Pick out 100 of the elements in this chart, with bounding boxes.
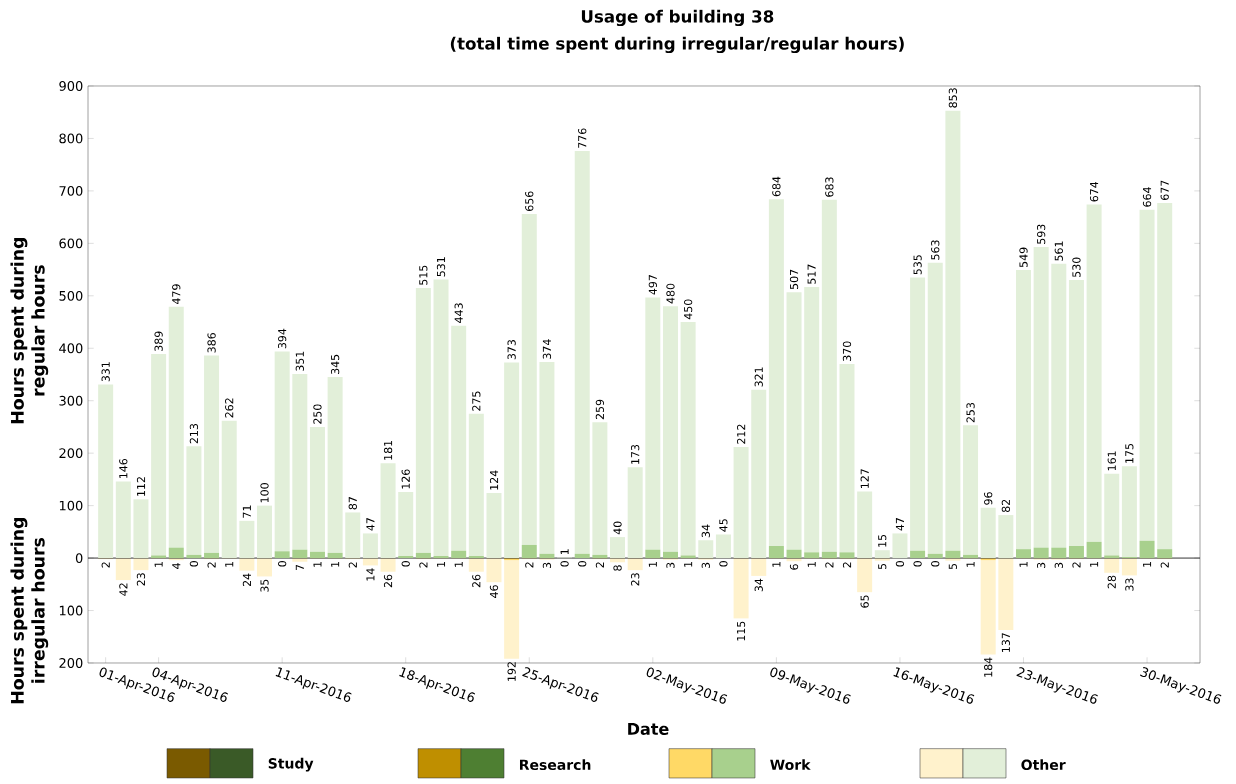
annotation: 345: [330, 354, 340, 375]
annotation: 1: [648, 561, 657, 567]
annotation: 1: [1019, 561, 1028, 567]
annotation: 1: [560, 549, 569, 555]
annotation: 23: [631, 573, 640, 586]
annotation: 331: [101, 362, 110, 382]
annotation: 124: [489, 470, 499, 490]
annotation: 677: [1160, 180, 1169, 200]
y-tick-label: 600: [59, 238, 83, 249]
y-tick-label: 100: [59, 500, 83, 511]
annotation: 46: [489, 585, 499, 598]
annotation: 14: [366, 568, 375, 581]
annotation: 531: [436, 257, 446, 277]
annotation: 0: [560, 561, 569, 567]
annotation: 1: [684, 561, 693, 567]
y-tick-label: 500: [59, 290, 83, 301]
annotation: 137: [1001, 633, 1010, 652]
annotation: 684: [772, 176, 781, 197]
y-tick-label: 900: [59, 81, 83, 91]
annotation: 2: [525, 562, 534, 568]
annotation: 34: [701, 524, 710, 538]
annotation: 373: [507, 340, 516, 360]
annotation: 321: [754, 367, 763, 387]
legend-label: Study: [268, 757, 314, 772]
annotation: 262: [225, 398, 234, 418]
annotation: 563: [931, 240, 940, 260]
x-axis-title: Date: [628, 723, 669, 735]
annotation: 535: [913, 255, 922, 275]
annotation: 1: [331, 561, 340, 567]
annotation: 115: [737, 621, 746, 641]
annotation: 1: [807, 561, 816, 567]
annotation: 23: [136, 573, 146, 586]
annotation: 386: [207, 333, 216, 353]
annotation: 1: [454, 561, 463, 567]
annotation: 1: [966, 561, 975, 567]
annotation: 2: [101, 562, 110, 568]
annotation: 250: [313, 404, 322, 424]
annotation: 126: [401, 469, 410, 489]
annotation: 33: [1125, 578, 1134, 591]
annotation: 42: [119, 583, 128, 596]
annotation: 443: [454, 303, 463, 323]
annotation: 47: [366, 518, 375, 531]
annotation: 4: [172, 563, 181, 569]
annotation: 1: [225, 561, 234, 567]
annotation: 184: [984, 657, 993, 677]
annotation: 161: [1107, 451, 1116, 471]
annotation: 0: [895, 561, 905, 567]
annotation: 7: [295, 564, 304, 571]
annotation: 87: [348, 497, 357, 510]
annotation: 1: [1090, 561, 1099, 567]
annotation: 664: [1142, 187, 1152, 207]
annotation: 2: [348, 562, 357, 568]
annotation: 146: [119, 458, 128, 479]
annotation: 1: [154, 561, 163, 567]
annotation: 253: [966, 402, 975, 423]
annotation: 28: [1107, 575, 1116, 589]
annotation: 2: [419, 562, 428, 568]
annotation: 2: [207, 562, 216, 568]
y-tick-label: 100: [59, 605, 83, 616]
annotation: 450: [683, 299, 693, 320]
annotation: 1: [772, 561, 781, 567]
annotation: 480: [666, 283, 675, 304]
annotation: 2: [825, 562, 834, 568]
annotation: 2: [595, 562, 604, 568]
annotation: 3: [701, 562, 710, 569]
y-tick-label: 800: [59, 133, 83, 144]
annotation: 173: [631, 444, 640, 464]
annotation: 776: [578, 128, 587, 148]
annotation: 853: [948, 88, 958, 108]
legend-label: Other: [1021, 759, 1066, 771]
annotation: 389: [154, 331, 163, 351]
annotation: 683: [825, 177, 834, 197]
annotation: 1: [437, 561, 446, 567]
annotation: 96: [984, 492, 993, 505]
annotation: 26: [472, 574, 481, 588]
annotation: 6: [789, 564, 799, 570]
legend-label: Work: [770, 759, 811, 771]
annotation: 192: [507, 662, 516, 681]
annotation: 40: [613, 521, 622, 535]
annotation: 212: [737, 424, 746, 444]
y-tick-label: 0: [75, 553, 83, 563]
annotation: 1: [1143, 561, 1152, 567]
annotation: 394: [278, 328, 287, 349]
annotation: 0: [578, 561, 587, 567]
annotation: 2: [1160, 562, 1169, 568]
annotation: 175: [1125, 443, 1134, 463]
annotation: 3: [666, 562, 675, 569]
annotation: 65: [860, 595, 869, 608]
text: Hours spent during irregular hours: [10, 517, 49, 704]
annotation: 1: [313, 561, 322, 567]
annotation: 275: [472, 391, 481, 411]
annotation: 8: [613, 565, 622, 571]
annotation: 3: [542, 562, 552, 569]
chart-title: Usage of building 38: [581, 9, 774, 27]
y-axis-title: Hours spent during regular hours: [10, 237, 49, 424]
annotation: 127: [860, 469, 869, 488]
y-tick-label: 700: [59, 185, 83, 196]
annotation: 47: [895, 518, 904, 531]
annotation: 674: [1089, 181, 1099, 202]
annotation: 71: [242, 505, 251, 518]
